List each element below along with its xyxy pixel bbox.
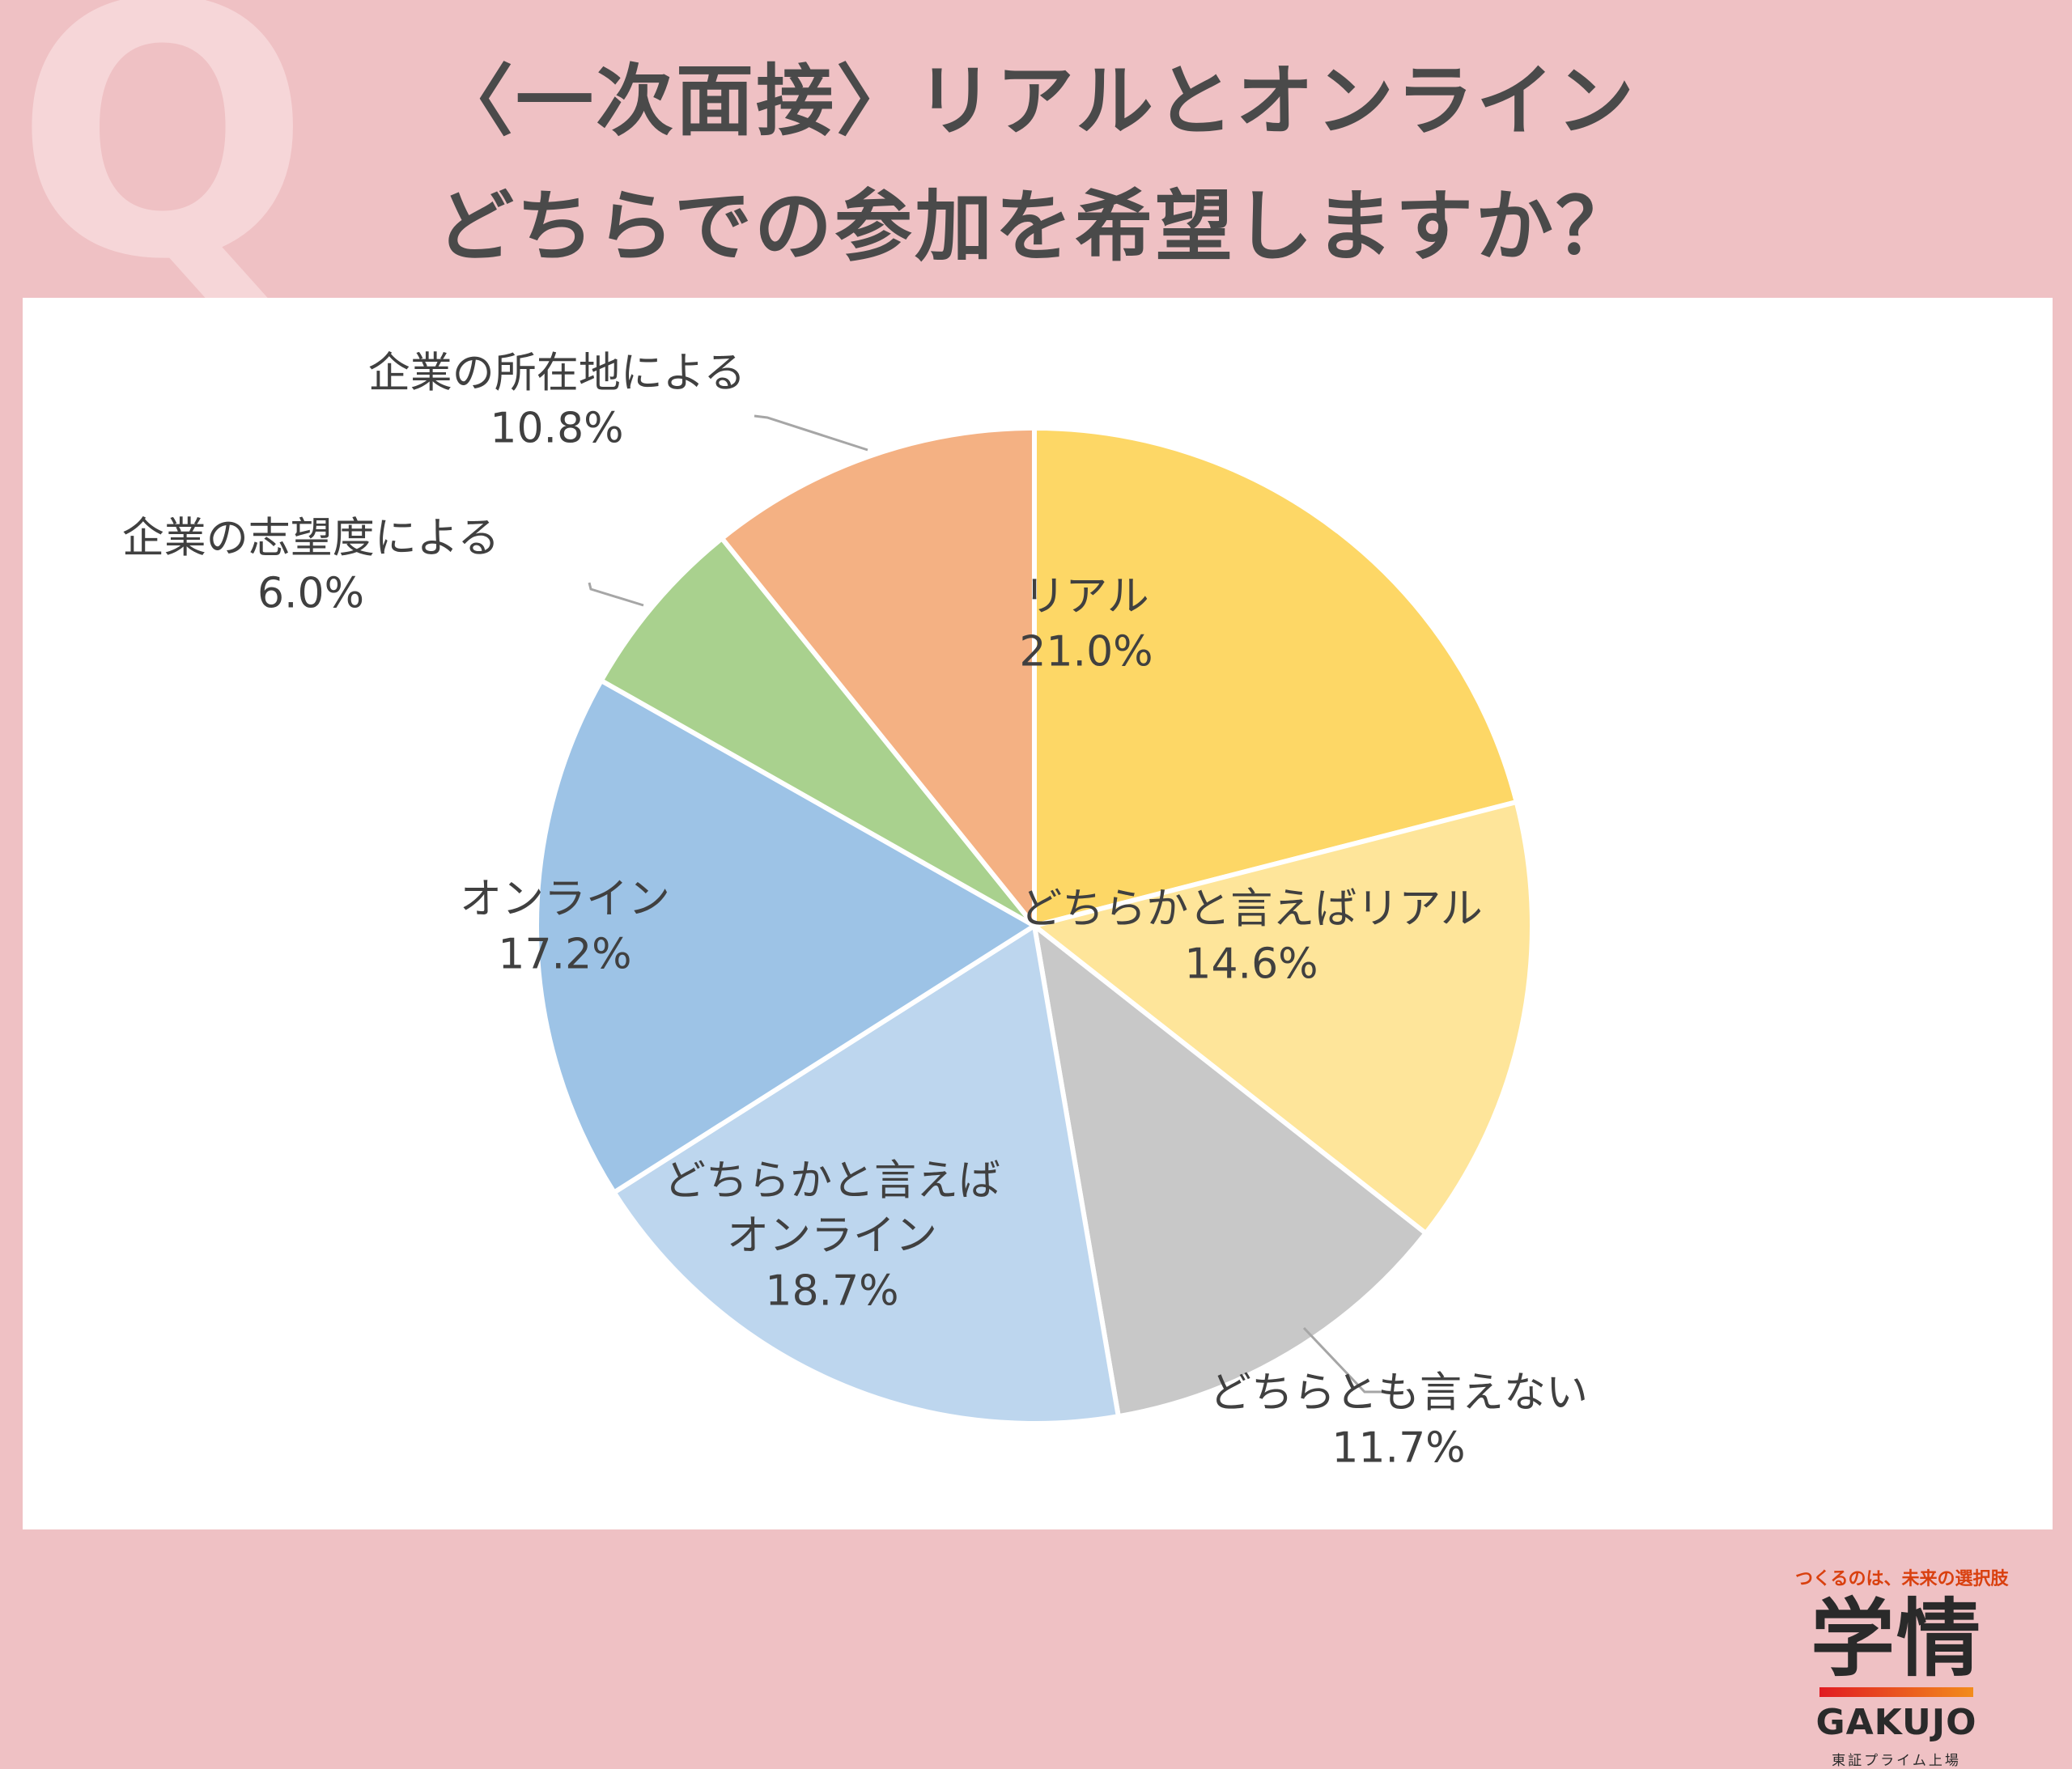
- slice-label: どちらかと言えばリアル: [1020, 885, 1482, 934]
- slice-value-label: 21.0%: [1019, 628, 1153, 677]
- slice-label: 企業の所在地による: [368, 350, 745, 398]
- pie-chart: リアル 21.0% どちらかと言えばリアル 14.6% どちらとも言えない 11.7% どち…: [122, 350, 1588, 1473]
- slice-value-label: 11.7%: [1331, 1424, 1465, 1473]
- leader-line: [1302, 1326, 1391, 1394]
- pie-slice: [1032, 425, 1520, 929]
- slice-label: どちらとも言えない: [1209, 1369, 1588, 1418]
- gakujo-logo: つくるのは、未来の選択肢 学情 GAKUJO 東証プライム上場: [1795, 1564, 2009, 1769]
- leader-line: [588, 582, 644, 607]
- pie-slice: [610, 922, 1122, 1426]
- logo-kanji: 学情: [1810, 1589, 1982, 1688]
- pie-slice: [718, 425, 1037, 933]
- slice-value-label: 17.2%: [498, 931, 631, 979]
- title-line-1: 〈一次面接〉リアルとオンライン: [435, 56, 1637, 146]
- chart-panel: リアル 21.0% どちらかと言えばリアル 14.6% どちらとも言えない 11.7% どち…: [23, 298, 2053, 1769]
- slice-label: 企業の志望度による: [122, 515, 499, 563]
- logo-listing: 東証プライム上場: [1832, 1753, 1961, 1769]
- logo-color-bar: [1819, 1687, 1973, 1697]
- slice-label: どちらかと言えばオンライン: [664, 1157, 1000, 1261]
- pie-slice: [1029, 799, 1535, 1237]
- logo-english: GAKUJO: [1815, 1702, 1977, 1743]
- leader-line: [754, 414, 868, 452]
- q-mark: Q: [15, 0, 311, 336]
- page-title: 〈一次面接〉リアルとオンライン どちらでの参加を希望しますか？: [0, 39, 2072, 290]
- pie-slice: [1030, 919, 1429, 1419]
- pie-slice: [534, 677, 1039, 1196]
- slice-value-label: 10.8%: [490, 405, 623, 453]
- slice-label: オンライン: [460, 876, 670, 924]
- slice-value-label: 6.0%: [257, 570, 364, 618]
- slice-value-label: 14.6%: [1184, 940, 1318, 989]
- pie-slice: [597, 535, 1037, 928]
- slice-value-label: 18.7%: [765, 1267, 898, 1316]
- logo-tagline: つくるのは、未来の選択肢: [1795, 1569, 2009, 1589]
- slice-label: リアル: [1023, 573, 1149, 621]
- title-line-2: どちらでの参加を希望しますか？: [435, 181, 1637, 272]
